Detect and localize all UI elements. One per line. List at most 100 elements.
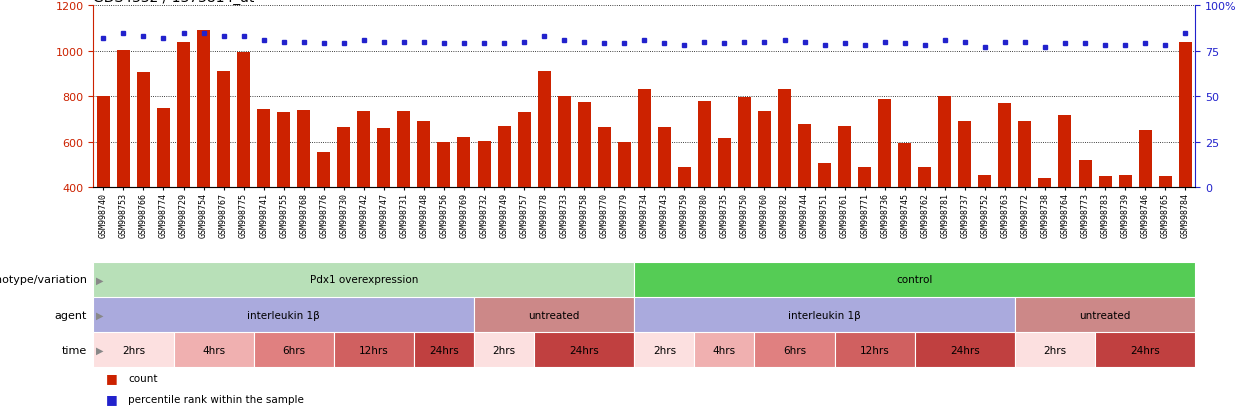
Text: ■: ■ (106, 371, 117, 385)
Text: ■: ■ (106, 392, 117, 405)
Text: 2hrs: 2hrs (122, 345, 144, 355)
Bar (695, 332, 754, 368)
Text: 24hrs: 24hrs (430, 345, 459, 355)
Bar (397, 112, 411, 279)
Bar (677, 168, 691, 279)
Bar (337, 128, 350, 279)
Bar (915, 332, 1015, 368)
Bar (818, 164, 832, 279)
Text: untreated: untreated (1079, 310, 1130, 320)
Text: ▶: ▶ (96, 310, 103, 320)
Bar (1015, 332, 1096, 368)
Bar (838, 126, 852, 279)
Bar (919, 168, 931, 279)
Bar (634, 297, 1015, 332)
Bar (237, 53, 250, 279)
Text: ▶: ▶ (96, 275, 103, 285)
Bar (798, 124, 810, 279)
Bar (173, 332, 254, 368)
Text: 24hrs: 24hrs (950, 345, 980, 355)
Bar (1018, 122, 1031, 279)
Text: 2hrs: 2hrs (1043, 345, 1067, 355)
Bar (93, 297, 474, 332)
Bar (437, 142, 451, 279)
Text: 24hrs: 24hrs (569, 345, 599, 355)
Text: Pdx1 overexpression: Pdx1 overexpression (310, 275, 418, 285)
Bar (754, 332, 834, 368)
Bar (1015, 297, 1195, 332)
Bar (534, 332, 634, 368)
Bar (1139, 131, 1152, 279)
Bar (1179, 43, 1191, 279)
Text: 4hrs: 4hrs (713, 345, 736, 355)
Bar (357, 112, 370, 279)
Bar (217, 72, 230, 279)
Bar (317, 153, 330, 279)
Text: control: control (896, 275, 933, 285)
Text: untreated: untreated (528, 310, 580, 320)
Bar (657, 128, 671, 279)
Bar (298, 111, 310, 279)
Bar (618, 142, 631, 279)
Bar (137, 73, 149, 279)
Bar (538, 72, 550, 279)
Bar (634, 262, 1195, 297)
Bar (898, 144, 911, 279)
Bar (97, 97, 110, 279)
Bar (258, 109, 270, 279)
Bar (197, 31, 210, 279)
Text: percentile rank within the sample: percentile rank within the sample (128, 394, 304, 404)
Text: interleukin 1β: interleukin 1β (248, 310, 320, 320)
Bar (474, 332, 534, 368)
Text: time: time (62, 345, 87, 355)
Bar (1078, 161, 1092, 279)
Bar (177, 43, 190, 279)
Bar (93, 332, 173, 368)
Bar (758, 112, 771, 279)
Bar (417, 122, 431, 279)
Bar (518, 113, 530, 279)
Bar (979, 176, 991, 279)
Bar (457, 138, 471, 279)
Bar (157, 108, 171, 279)
Bar (1038, 179, 1052, 279)
Bar (474, 297, 634, 332)
Bar (598, 128, 611, 279)
Bar (698, 102, 711, 279)
Text: GDS4332 / 1373814_at: GDS4332 / 1373814_at (93, 0, 255, 5)
Text: genotype/variation: genotype/variation (0, 275, 87, 285)
Text: 12hrs: 12hrs (359, 345, 388, 355)
Text: 12hrs: 12hrs (860, 345, 889, 355)
Bar (738, 98, 751, 279)
Bar (278, 113, 290, 279)
Bar (858, 168, 872, 279)
Bar (334, 332, 413, 368)
Bar (377, 129, 391, 279)
Bar (1159, 177, 1172, 279)
Text: 24hrs: 24hrs (1130, 345, 1160, 355)
Bar (413, 332, 474, 368)
Bar (1096, 332, 1195, 368)
Bar (93, 262, 634, 297)
Text: interleukin 1β: interleukin 1β (788, 310, 862, 320)
Text: 4hrs: 4hrs (202, 345, 225, 355)
Bar (998, 104, 1011, 279)
Bar (1098, 177, 1112, 279)
Bar (558, 97, 570, 279)
Bar (254, 332, 334, 368)
Bar (939, 97, 951, 279)
Text: count: count (128, 373, 158, 383)
Bar (778, 90, 791, 279)
Bar (1058, 115, 1072, 279)
Bar (637, 90, 651, 279)
Bar (578, 103, 590, 279)
Text: 2hrs: 2hrs (493, 345, 515, 355)
Bar (117, 50, 129, 279)
Text: 2hrs: 2hrs (652, 345, 676, 355)
Bar (634, 332, 695, 368)
Bar (878, 99, 891, 279)
Text: ▶: ▶ (96, 345, 103, 355)
Text: agent: agent (55, 310, 87, 320)
Text: 6hrs: 6hrs (283, 345, 305, 355)
Bar (834, 332, 915, 368)
